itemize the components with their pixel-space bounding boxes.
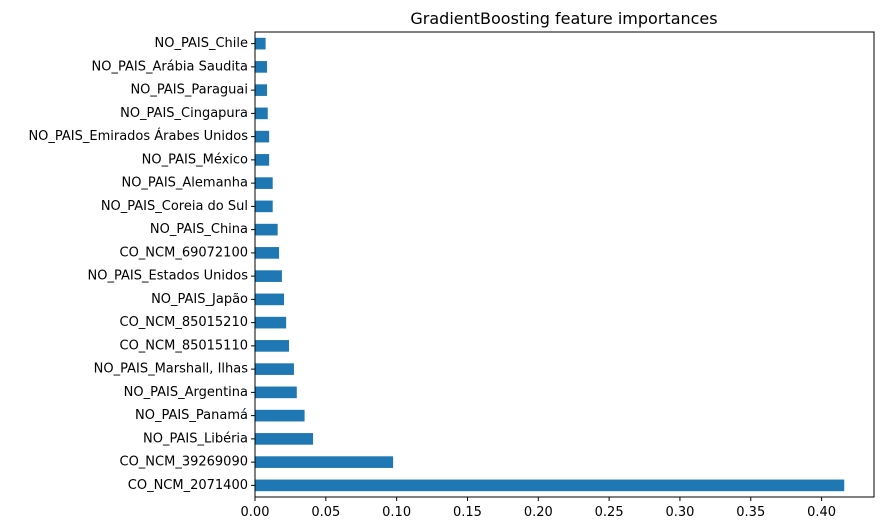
- bar-16: [255, 409, 305, 422]
- y-tick-label-1: NO_PAIS_Arábia Saudita: [92, 59, 249, 74]
- plot-frame: [254, 31, 875, 498]
- bar-14: [255, 363, 294, 375]
- y-tick-label-16: NO_PAIS_Panamá: [135, 408, 248, 423]
- y-tick-label-0: NO_PAIS_Chile: [155, 36, 248, 51]
- bar-5: [255, 154, 270, 166]
- bar-0: [255, 37, 266, 50]
- bar-13: [255, 340, 289, 352]
- y-tick-label-12: CO_NCM_85015210: [120, 315, 249, 330]
- x-tick-label-2: 0.10: [382, 505, 411, 520]
- y-tick-label-13: CO_NCM_85015110: [120, 338, 249, 353]
- x-tick-label-0: 0.00: [241, 505, 270, 520]
- y-tick-label-19: CO_NCM_2071400: [128, 478, 248, 493]
- x-tick-label-7: 0.35: [736, 505, 765, 520]
- y-tick-label-11: NO_PAIS_Japão: [151, 292, 248, 307]
- y-tick-label-10: NO_PAIS_Estados Unidos: [88, 269, 249, 284]
- y-tick-label-3: NO_PAIS_Cingapura: [120, 106, 248, 121]
- y-tick-label-14: NO_PAIS_Marshall, Ilhas: [94, 362, 249, 377]
- y-tick-label-6: NO_PAIS_Alemanha: [121, 176, 248, 191]
- bar-6: [255, 177, 273, 189]
- y-tick-label-18: CO_NCM_39269090: [120, 455, 249, 470]
- x-tick-label-4: 0.20: [524, 505, 553, 520]
- y-tick-labels: NO_PAIS_Chile NO_PAIS_Arábia Saudita NO_PA…: [28, 36, 255, 493]
- y-tick-label-8: NO_PAIS_China: [150, 222, 248, 237]
- bar-3: [255, 107, 268, 120]
- bar-11: [255, 293, 285, 306]
- y-tick-label-4: NO_PAIS_Emirados Árabes Unidos: [28, 128, 248, 144]
- y-tick-label-2: NO_PAIS_Paraguai: [130, 83, 248, 98]
- x-tick-label-1: 0.05: [311, 505, 340, 520]
- y-tick-label-9: CO_NCM_69072100: [120, 245, 249, 260]
- bar-18: [255, 456, 394, 468]
- x-tick-label-8: 0.40: [807, 505, 836, 520]
- y-tick-label-17: NO_PAIS_Libéria: [143, 431, 248, 446]
- y-tick-label-15: NO_PAIS_Argentina: [124, 385, 248, 400]
- bar-4: [255, 130, 270, 143]
- bar-1: [255, 61, 268, 73]
- bar-7: [255, 200, 273, 213]
- bar-12: [255, 316, 287, 329]
- bar-2: [255, 84, 268, 96]
- x-tick-label-5: 0.25: [595, 505, 624, 520]
- y-tick-label-5: NO_PAIS_México: [142, 152, 248, 167]
- bar-10: [255, 270, 282, 282]
- x-tick-label-6: 0.30: [665, 505, 694, 520]
- bar-8: [255, 223, 278, 236]
- x-ticks: 0.00 0.05 0.10 0.15 0.20 0.25 0.30 0.35 0.40: [241, 497, 836, 520]
- bar-17: [255, 433, 314, 445]
- bar-15: [255, 386, 297, 399]
- x-tick-label-3: 0.15: [453, 505, 482, 520]
- bar-19: [255, 479, 845, 492]
- bar-9: [255, 247, 280, 259]
- chart-title: GradientBoosting feature importances: [410, 9, 717, 28]
- bar-group: [255, 37, 845, 492]
- y-tick-label-7: NO_PAIS_Coreia do Sul: [101, 199, 248, 214]
